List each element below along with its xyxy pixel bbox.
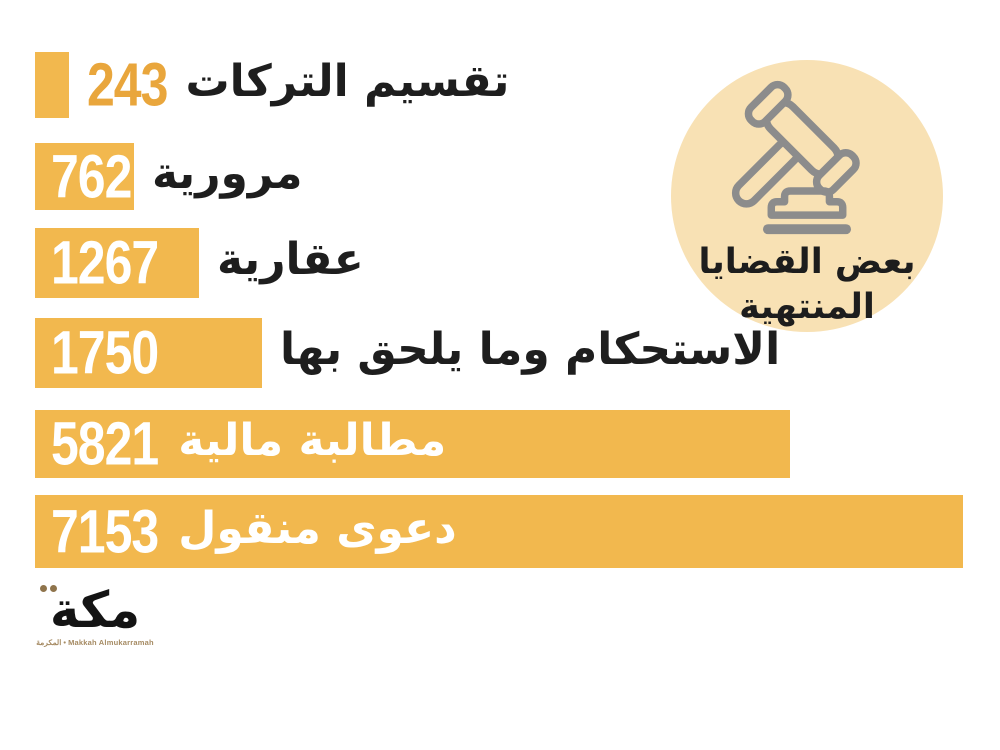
bar-row: 7153 دعوى منقول — [35, 495, 963, 568]
bar-label: تقسيم التركات — [185, 56, 510, 107]
bar-row: 5821 مطالبة مالية — [35, 410, 790, 478]
title-badge: بعض القضايا المنتهية — [671, 60, 943, 332]
badge-title: بعض القضايا المنتهية — [698, 240, 915, 330]
bar-label: مرورية — [152, 147, 303, 199]
bar-value: 7153 — [51, 497, 159, 566]
bar-row: 762 مرورية — [35, 143, 303, 210]
logo-dots — [40, 585, 57, 592]
badge-title-line1: بعض القضايا — [698, 242, 916, 282]
bar-chart: 243 تقسيم التركات 762 مرورية 1267 عقارية 1750 ا… — [35, 52, 963, 568]
bar-value: 762 — [51, 142, 132, 211]
bar-value: 243 — [87, 50, 168, 120]
logo-dot — [50, 585, 57, 592]
bar-value: 1750 — [51, 318, 159, 388]
bar-label: مطالبة مالية — [178, 415, 447, 466]
bar-row: 1750 الاستحكام وما يلحق بها — [35, 318, 780, 388]
gavel-icon — [731, 80, 860, 235]
bar-label: الاستحكام وما يلحق بها — [280, 324, 781, 375]
bar-value: 1267 — [51, 228, 159, 298]
bar-row: 243 تقسيم التركات — [35, 52, 509, 118]
bar: 7153 دعوى منقول — [35, 495, 963, 568]
logo-dot — [40, 585, 47, 592]
bar-row: 1267 عقارية — [35, 228, 364, 298]
bar-value: 5821 — [51, 409, 159, 479]
bar: 1267 — [35, 228, 199, 298]
bar: 5821 مطالبة مالية — [35, 410, 790, 478]
bar: 762 — [35, 143, 134, 210]
bar-label: دعوى منقول — [178, 502, 457, 554]
bar-label: عقارية — [217, 234, 364, 285]
makkah-logo: مكة المكرمة • Makkah Almukarramah — [36, 584, 154, 647]
badge-title-line2: المنتهية — [739, 286, 875, 327]
logo-tagline: المكرمة • Makkah Almukarramah — [36, 637, 154, 647]
logo-wordmark: مكة — [49, 581, 141, 639]
bar — [35, 52, 69, 118]
bar: 1750 — [35, 318, 262, 388]
